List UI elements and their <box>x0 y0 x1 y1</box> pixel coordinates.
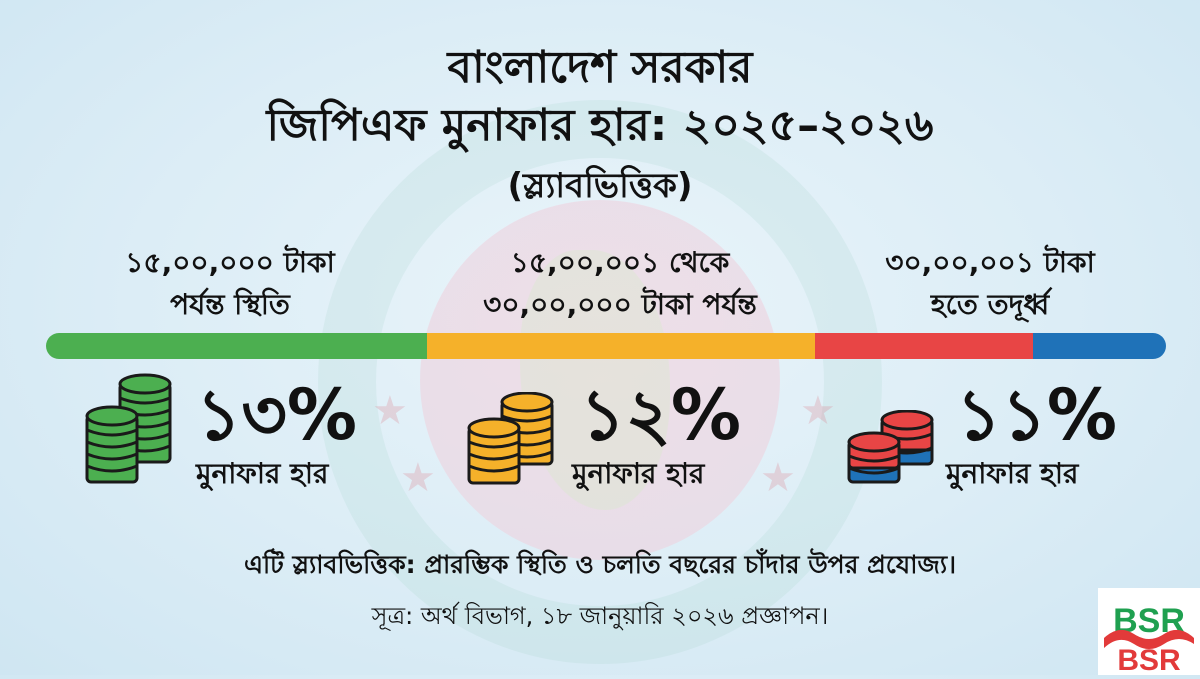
tier-1-line2: পর্যন্ত স্থিতি <box>170 288 290 321</box>
slab-segment-green <box>46 333 427 359</box>
slab-segment-blue <box>1033 333 1166 359</box>
bsr-logo-icon: BSR BSR <box>1104 602 1194 677</box>
star-icon: ★ <box>400 455 436 501</box>
star-icon: ★ <box>760 455 796 501</box>
rate-value-2: ১২% <box>580 374 742 456</box>
tier-label-1: ১৫,০০,০০০ টাকা পর্যন্ত স্থিতি <box>60 242 400 326</box>
slab-segment-yellow <box>427 333 815 359</box>
tier-2-line1: ১৫,০০,০০১ থেকে <box>510 246 730 279</box>
star-icon: ★ <box>372 388 408 434</box>
coins-stack-icon <box>847 410 934 484</box>
coins-stack-icon <box>85 373 172 484</box>
svg-text:BSR: BSR <box>1117 644 1181 675</box>
title-subtitle: (স্ল্যাবভিত্তিক) <box>507 166 693 206</box>
title-main: জিপিএফ মুনাফার হার: ২০২৫–২০২৬ <box>266 100 934 151</box>
tier-3-line1: ৩০,০০,০০১ টাকা <box>885 246 1095 279</box>
slab-segment-red <box>815 333 1033 359</box>
rate-value-1: ১৩% <box>196 374 358 456</box>
coins-stack-icon <box>467 392 554 485</box>
brand-logo: BSR BSR <box>1098 588 1200 677</box>
tier-1-line1: ১৫,০০,০০০ টাকা <box>125 246 335 279</box>
footer-note: এটি স্ল্যাবভিত্তিক: প্রারম্ভিক স্থিতি ও … <box>243 550 957 579</box>
emblem-watermark-center <box>420 200 780 560</box>
rate-caption-3: মুনাফার হার <box>946 457 1079 490</box>
rate-caption-1: মুনাফার হার <box>196 457 329 490</box>
star-icon: ★ <box>800 388 836 434</box>
tier-label-2: ১৫,০০,০০১ থেকে ৩০,০০,০০০ টাকা পর্যন্ত <box>440 242 800 326</box>
rate-caption-2: মুনাফার হার <box>572 457 705 490</box>
tier-label-3: ৩০,০০,০০১ টাকা হতে তদূর্ধ্ব <box>830 242 1150 326</box>
footer-source: সূত্র: অর্থ বিভাগ, ১৮ জানুয়ারি ২০২৬ প্র… <box>371 602 829 630</box>
title-org: বাংলাদেশ সরকার <box>447 42 753 93</box>
tier-2-line2: ৩০,০০,০০০ টাকা পর্যন্ত <box>483 288 757 321</box>
map-watermark <box>520 250 670 510</box>
rate-value-3: ১১% <box>956 374 1117 456</box>
tier-3-line2: হতে তদূর্ধ্ব <box>930 288 1050 321</box>
slab-bar <box>46 333 1166 359</box>
